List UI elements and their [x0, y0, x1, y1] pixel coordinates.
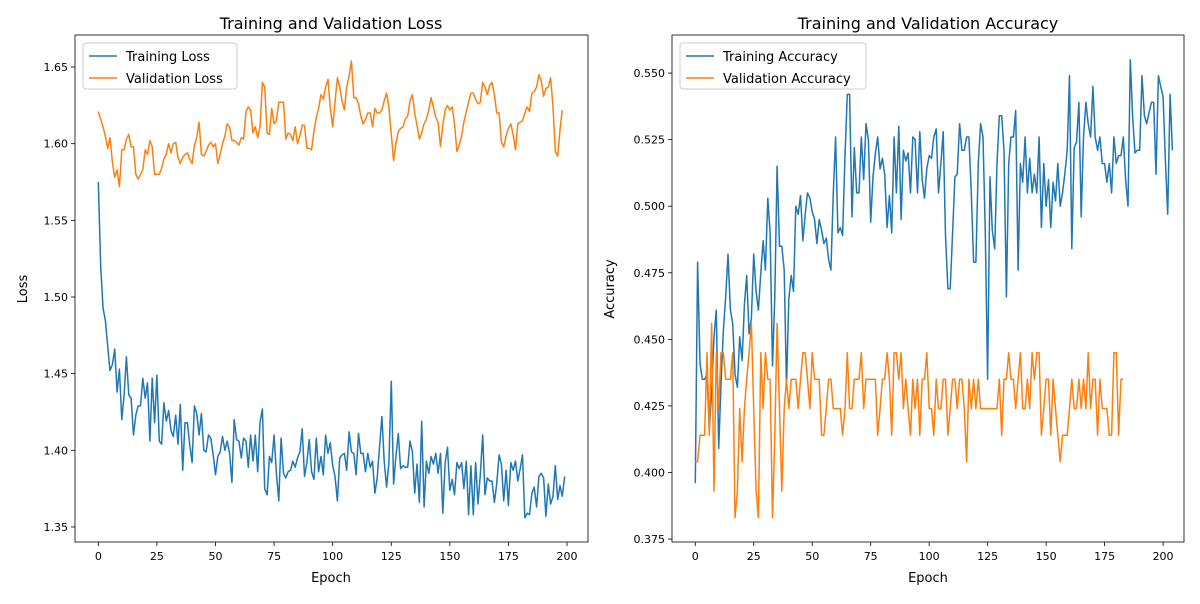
loss-x-tick-label: 25	[150, 550, 164, 563]
loss-chart: Training and Validation Loss Epoch Loss …	[16, 14, 589, 586]
loss-y-axis-label: Loss	[16, 275, 31, 304]
accuracy-series-validation-accuracy	[695, 322, 1124, 519]
accuracy-y-tick-label: 0.550	[634, 67, 666, 80]
accuracy-y-tick-label: 0.475	[634, 267, 666, 280]
loss-y-tick-label: 1.60	[44, 138, 69, 151]
loss-series-training-loss	[97, 181, 566, 519]
accuracy-x-tick-label: 125	[977, 550, 998, 563]
loss-axes-frame	[74, 34, 589, 543]
accuracy-y-tick-label: 0.400	[634, 467, 666, 480]
loss-y-tick-label: 1.45	[44, 368, 69, 381]
accuracy-y-axis-label: Accuracy	[603, 259, 618, 319]
loss-y-tick-label: 1.35	[44, 521, 69, 534]
accuracy-y-tick-label: 0.525	[634, 134, 666, 147]
loss-x-tick-label: 200	[557, 550, 578, 563]
accuracy-chart: Training and Validation Accuracy Epoch A…	[603, 14, 1185, 586]
loss-legend-box	[82, 42, 238, 90]
accuracy-x-tick-label: 50	[805, 550, 819, 563]
accuracy-y-tick-label: 0.375	[634, 533, 666, 546]
accuracy-legend-label: Validation Accuracy	[723, 72, 851, 87]
accuracy-axes-frame	[671, 34, 1185, 543]
accuracy-x-tick-label: 200	[1153, 550, 1174, 563]
accuracy-y-tick-label: 0.425	[634, 400, 666, 413]
loss-x-tick-label: 0	[95, 550, 102, 563]
loss-y-tick-label: 1.65	[44, 61, 69, 74]
loss-x-tick-label: 175	[498, 550, 519, 563]
loss-x-tick-label: 100	[322, 550, 343, 563]
accuracy-series-training-accuracy	[694, 59, 1174, 484]
loss-y-tick-label: 1.50	[44, 291, 69, 304]
loss-x-tick-label: 50	[208, 550, 222, 563]
accuracy-x-tick-label: 75	[864, 550, 878, 563]
loss-series-validation-loss	[97, 60, 564, 188]
loss-legend-label: Training Loss	[125, 50, 210, 65]
accuracy-x-tick-label: 100	[919, 550, 940, 563]
accuracy-x-tick-label: 175	[1094, 550, 1115, 563]
loss-y-tick-label: 1.55	[44, 214, 69, 227]
accuracy-x-tick-label: 150	[1036, 550, 1057, 563]
loss-x-tick-label: 150	[439, 550, 460, 563]
loss-x-tick-label: 125	[381, 550, 402, 563]
loss-y-tick-label: 1.40	[44, 444, 69, 457]
accuracy-x-axis-label: Epoch	[908, 571, 948, 586]
accuracy-chart-title: Training and Validation Accuracy	[797, 14, 1059, 33]
accuracy-x-tick-label: 0	[692, 550, 699, 563]
accuracy-legend-box	[679, 42, 867, 90]
loss-legend: Training Loss Validation Loss	[82, 42, 238, 90]
loss-legend-label: Validation Loss	[126, 72, 223, 87]
loss-x-axis-label: Epoch	[311, 571, 351, 586]
accuracy-y-tick-label: 0.450	[634, 333, 666, 346]
loss-x-tick-label: 75	[267, 550, 281, 563]
accuracy-legend-label: Training Accuracy	[722, 50, 838, 65]
accuracy-x-tick-label: 25	[747, 550, 761, 563]
accuracy-legend: Training Accuracy Validation Accuracy	[679, 42, 867, 90]
loss-chart-title: Training and Validation Loss	[219, 14, 443, 33]
accuracy-y-tick-label: 0.500	[634, 200, 666, 213]
